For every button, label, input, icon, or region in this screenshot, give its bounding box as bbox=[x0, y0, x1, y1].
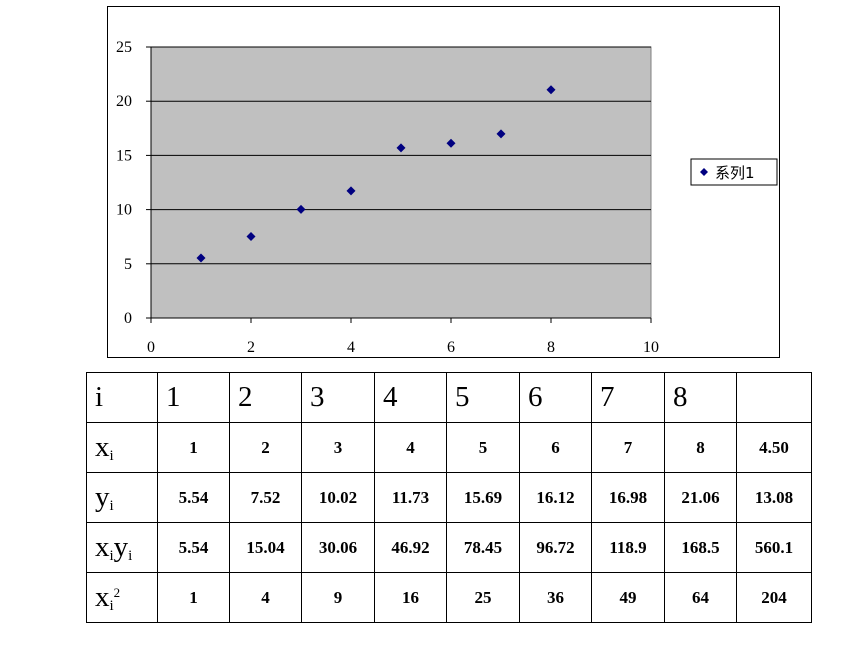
legend-label: 系列1 bbox=[715, 164, 755, 182]
header-cell: 6 bbox=[519, 372, 592, 423]
y-tick-label: 15 bbox=[116, 147, 132, 164]
table-cell: 5.54 bbox=[157, 472, 230, 523]
table-cell: 30.06 bbox=[301, 522, 375, 573]
table-row-xi2: xi2 1 4 9 16 25 36 49 64 204 bbox=[86, 572, 812, 623]
table-cell: 11.73 bbox=[374, 472, 447, 523]
y-tick-label: 0 bbox=[124, 310, 132, 327]
table-row-xi: xi 1 2 3 4 5 6 7 8 4.50 bbox=[86, 422, 812, 473]
y-tick-label: 10 bbox=[116, 202, 132, 219]
y-tick-label: 5 bbox=[124, 256, 132, 273]
row-label-i: i bbox=[86, 372, 158, 423]
x-tick-label: 4 bbox=[347, 339, 355, 356]
row-label-yi: yi bbox=[86, 472, 158, 523]
scatter-chart: 0 5 10 15 20 25 0 2 4 6 8 10 系列1 bbox=[116, 39, 778, 356]
y-tick-label: 25 bbox=[116, 39, 132, 56]
x-tick-label: 0 bbox=[147, 339, 155, 356]
table-cell: 15.69 bbox=[446, 472, 520, 523]
y-tick-label: 20 bbox=[116, 93, 132, 110]
row-label-xi-squared: xi2 bbox=[86, 572, 158, 623]
table-cell: 4 bbox=[374, 422, 447, 473]
x-tick-label: 2 bbox=[247, 339, 255, 356]
data-point bbox=[396, 143, 406, 153]
table-cell: 16.98 bbox=[591, 472, 665, 523]
table-cell: 4 bbox=[229, 572, 302, 623]
data-point bbox=[246, 231, 256, 241]
x-tick-label: 10 bbox=[643, 339, 659, 356]
table-cell-mean: 4.50 bbox=[736, 422, 812, 473]
data-point bbox=[496, 129, 506, 139]
header-cell: 7 bbox=[591, 372, 665, 423]
header-cell-blank bbox=[736, 372, 812, 423]
table-cell: 2 bbox=[229, 422, 302, 473]
table-cell: 6 bbox=[519, 422, 592, 473]
table-cell: 5 bbox=[446, 422, 520, 473]
table-cell: 7.52 bbox=[229, 472, 302, 523]
table-cell-sum: 560.1 bbox=[736, 522, 812, 573]
table-cell: 1 bbox=[157, 572, 230, 623]
table-cell: 8 bbox=[664, 422, 737, 473]
header-cell: 8 bbox=[664, 372, 737, 423]
plot-area bbox=[150, 46, 652, 319]
legend-marker bbox=[700, 168, 708, 176]
data-point bbox=[346, 186, 356, 196]
header-cell: 3 bbox=[301, 372, 375, 423]
data-table: i 1 2 3 4 5 6 7 8 xi 1 2 3 4 5 6 7 8 4.5… bbox=[86, 372, 812, 623]
chart-frame: 0 5 10 15 20 25 0 2 4 6 8 10 系列1 bbox=[107, 6, 780, 358]
table-cell: 3 bbox=[301, 422, 375, 473]
table-cell: 78.45 bbox=[446, 522, 520, 573]
x-tick-label: 6 bbox=[447, 339, 455, 356]
table-cell: 7 bbox=[591, 422, 665, 473]
table-cell: 10.02 bbox=[301, 472, 375, 523]
table-cell: 46.92 bbox=[374, 522, 447, 573]
header-cell: 5 bbox=[446, 372, 520, 423]
x-tick-label: 8 bbox=[547, 339, 555, 356]
table-cell: 16 bbox=[374, 572, 447, 623]
table-cell: 15.04 bbox=[229, 522, 302, 573]
data-point bbox=[196, 253, 206, 263]
table-cell: 16.12 bbox=[519, 472, 592, 523]
table-row-yi: yi 5.54 7.52 10.02 11.73 15.69 16.12 16.… bbox=[86, 472, 812, 523]
table-cell: 1 bbox=[157, 422, 230, 473]
data-point bbox=[446, 138, 456, 148]
table-cell: 5.54 bbox=[157, 522, 230, 573]
row-label-xiyi: xiyi bbox=[86, 522, 158, 573]
table-cell-mean: 13.08 bbox=[736, 472, 812, 523]
data-point bbox=[296, 204, 306, 214]
data-point bbox=[546, 85, 556, 95]
table-cell: 49 bbox=[591, 572, 665, 623]
header-cell: 1 bbox=[157, 372, 230, 423]
table-cell: 96.72 bbox=[519, 522, 592, 573]
table-cell: 21.06 bbox=[664, 472, 737, 523]
table-row-xiyi: xiyi 5.54 15.04 30.06 46.92 78.45 96.72 … bbox=[86, 522, 812, 573]
table-cell: 36 bbox=[519, 572, 592, 623]
table-cell-sum: 204 bbox=[736, 572, 812, 623]
header-cell: 4 bbox=[374, 372, 447, 423]
table-cell: 9 bbox=[301, 572, 375, 623]
table-cell: 118.9 bbox=[591, 522, 665, 573]
table-cell: 168.5 bbox=[664, 522, 737, 573]
table-cell: 64 bbox=[664, 572, 737, 623]
table-cell: 25 bbox=[446, 572, 520, 623]
header-cell: 2 bbox=[229, 372, 302, 423]
row-label-xi: xi bbox=[86, 422, 158, 473]
table-header-row: i 1 2 3 4 5 6 7 8 bbox=[86, 372, 812, 423]
